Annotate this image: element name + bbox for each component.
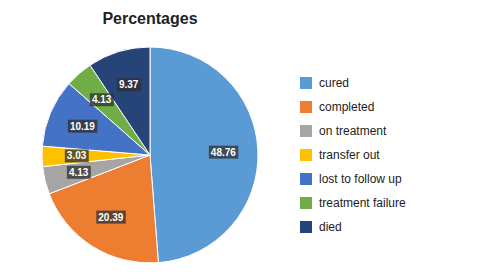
data-label-box <box>209 146 238 159</box>
data-label-group: 10.19 <box>68 120 97 133</box>
data-label-box <box>90 93 114 106</box>
data-label: 9.37 <box>119 79 139 90</box>
legend-swatch <box>300 77 312 89</box>
data-label-group: 4.13 <box>67 166 91 179</box>
data-label: 20.39 <box>98 212 123 223</box>
legend-label: on treatment <box>319 124 387 138</box>
legend: cured completed on treatment transfer out lo… <box>300 76 406 234</box>
legend-label: died <box>319 220 342 234</box>
pie-slice <box>150 47 258 263</box>
data-label-box <box>68 120 97 133</box>
data-label: 4.13 <box>69 167 89 178</box>
data-label-group: 4.13 <box>90 93 114 106</box>
data-label-box <box>117 78 141 91</box>
title: Percentages <box>102 10 197 27</box>
slices <box>42 47 258 263</box>
data-labels: 48.76 20.39 4.13 3.03 10.19 4.13 9.37 <box>65 78 238 223</box>
chart-container: Percentages 48.76 20.39 4.13 3.03 10.19 4.13 9.… <box>0 0 500 279</box>
legend-swatch <box>300 125 312 137</box>
data-label-group: 48.76 <box>209 146 238 159</box>
legend-label: cured <box>319 76 349 90</box>
legend-label: treatment failure <box>319 196 406 210</box>
legend-swatch <box>300 221 312 233</box>
legend-swatch <box>300 101 312 113</box>
data-label-group: 3.03 <box>65 149 89 162</box>
legend-swatch <box>300 149 312 161</box>
chart: Percentages 48.76 20.39 4.13 3.03 10.19 4.13 9.… <box>0 0 500 279</box>
data-label-box <box>67 166 91 179</box>
legend-swatch <box>300 197 312 209</box>
legend-label: lost to follow up <box>319 172 402 186</box>
data-label: 10.19 <box>70 121 95 132</box>
data-label-group: 9.37 <box>117 78 141 91</box>
legend-swatch <box>300 173 312 185</box>
data-label: 3.03 <box>67 150 87 161</box>
pie-slice <box>90 47 150 155</box>
data-label-box <box>65 149 89 162</box>
data-label: 48.76 <box>211 147 236 158</box>
legend-label: completed <box>319 100 374 114</box>
data-label-group: 20.39 <box>96 211 125 224</box>
data-label: 4.13 <box>92 94 112 105</box>
data-label-box <box>96 211 125 224</box>
legend-label: transfer out <box>319 148 380 162</box>
